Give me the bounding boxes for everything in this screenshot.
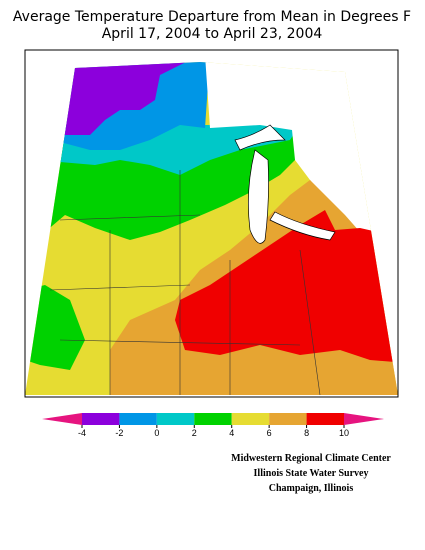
lake xyxy=(234,124,336,244)
color-bar-segment xyxy=(194,413,232,425)
tick-label: 10 xyxy=(339,428,349,438)
color-bar-segment xyxy=(231,413,270,425)
state-border xyxy=(49,170,321,395)
color-bar-segment xyxy=(156,413,195,425)
color-bar-segment xyxy=(269,413,307,425)
color-bar-segment xyxy=(82,413,120,425)
color-bar-end xyxy=(344,413,384,425)
title-line: Average Temperature Departure from Mean … xyxy=(13,9,411,25)
tick-label: 6 xyxy=(267,428,272,438)
map-frame xyxy=(24,49,399,398)
color-bar-segment xyxy=(119,413,157,425)
region xyxy=(25,285,85,370)
tick-label: 8 xyxy=(304,428,309,438)
credit: Midwestern Regional Climate Center xyxy=(231,453,391,464)
map xyxy=(25,62,398,395)
no-data xyxy=(205,62,378,232)
tick-label: 4 xyxy=(229,428,234,438)
color-bar-segment xyxy=(306,413,344,425)
color-bar: -4 -2 0 2 4 6 8 10 xyxy=(42,413,384,438)
tick-label: -2 xyxy=(115,428,123,438)
color-bar-end xyxy=(42,413,82,425)
title-line: April 17, 2004 to April 23, 2004 xyxy=(102,26,323,42)
credit: Champaign, Illinois xyxy=(269,483,354,494)
tick-label: -4 xyxy=(78,428,86,438)
tick-label: 2 xyxy=(192,428,197,438)
tick-label: 0 xyxy=(154,428,159,438)
credit: Illinois State Water Survey xyxy=(254,468,369,479)
region xyxy=(60,62,200,135)
